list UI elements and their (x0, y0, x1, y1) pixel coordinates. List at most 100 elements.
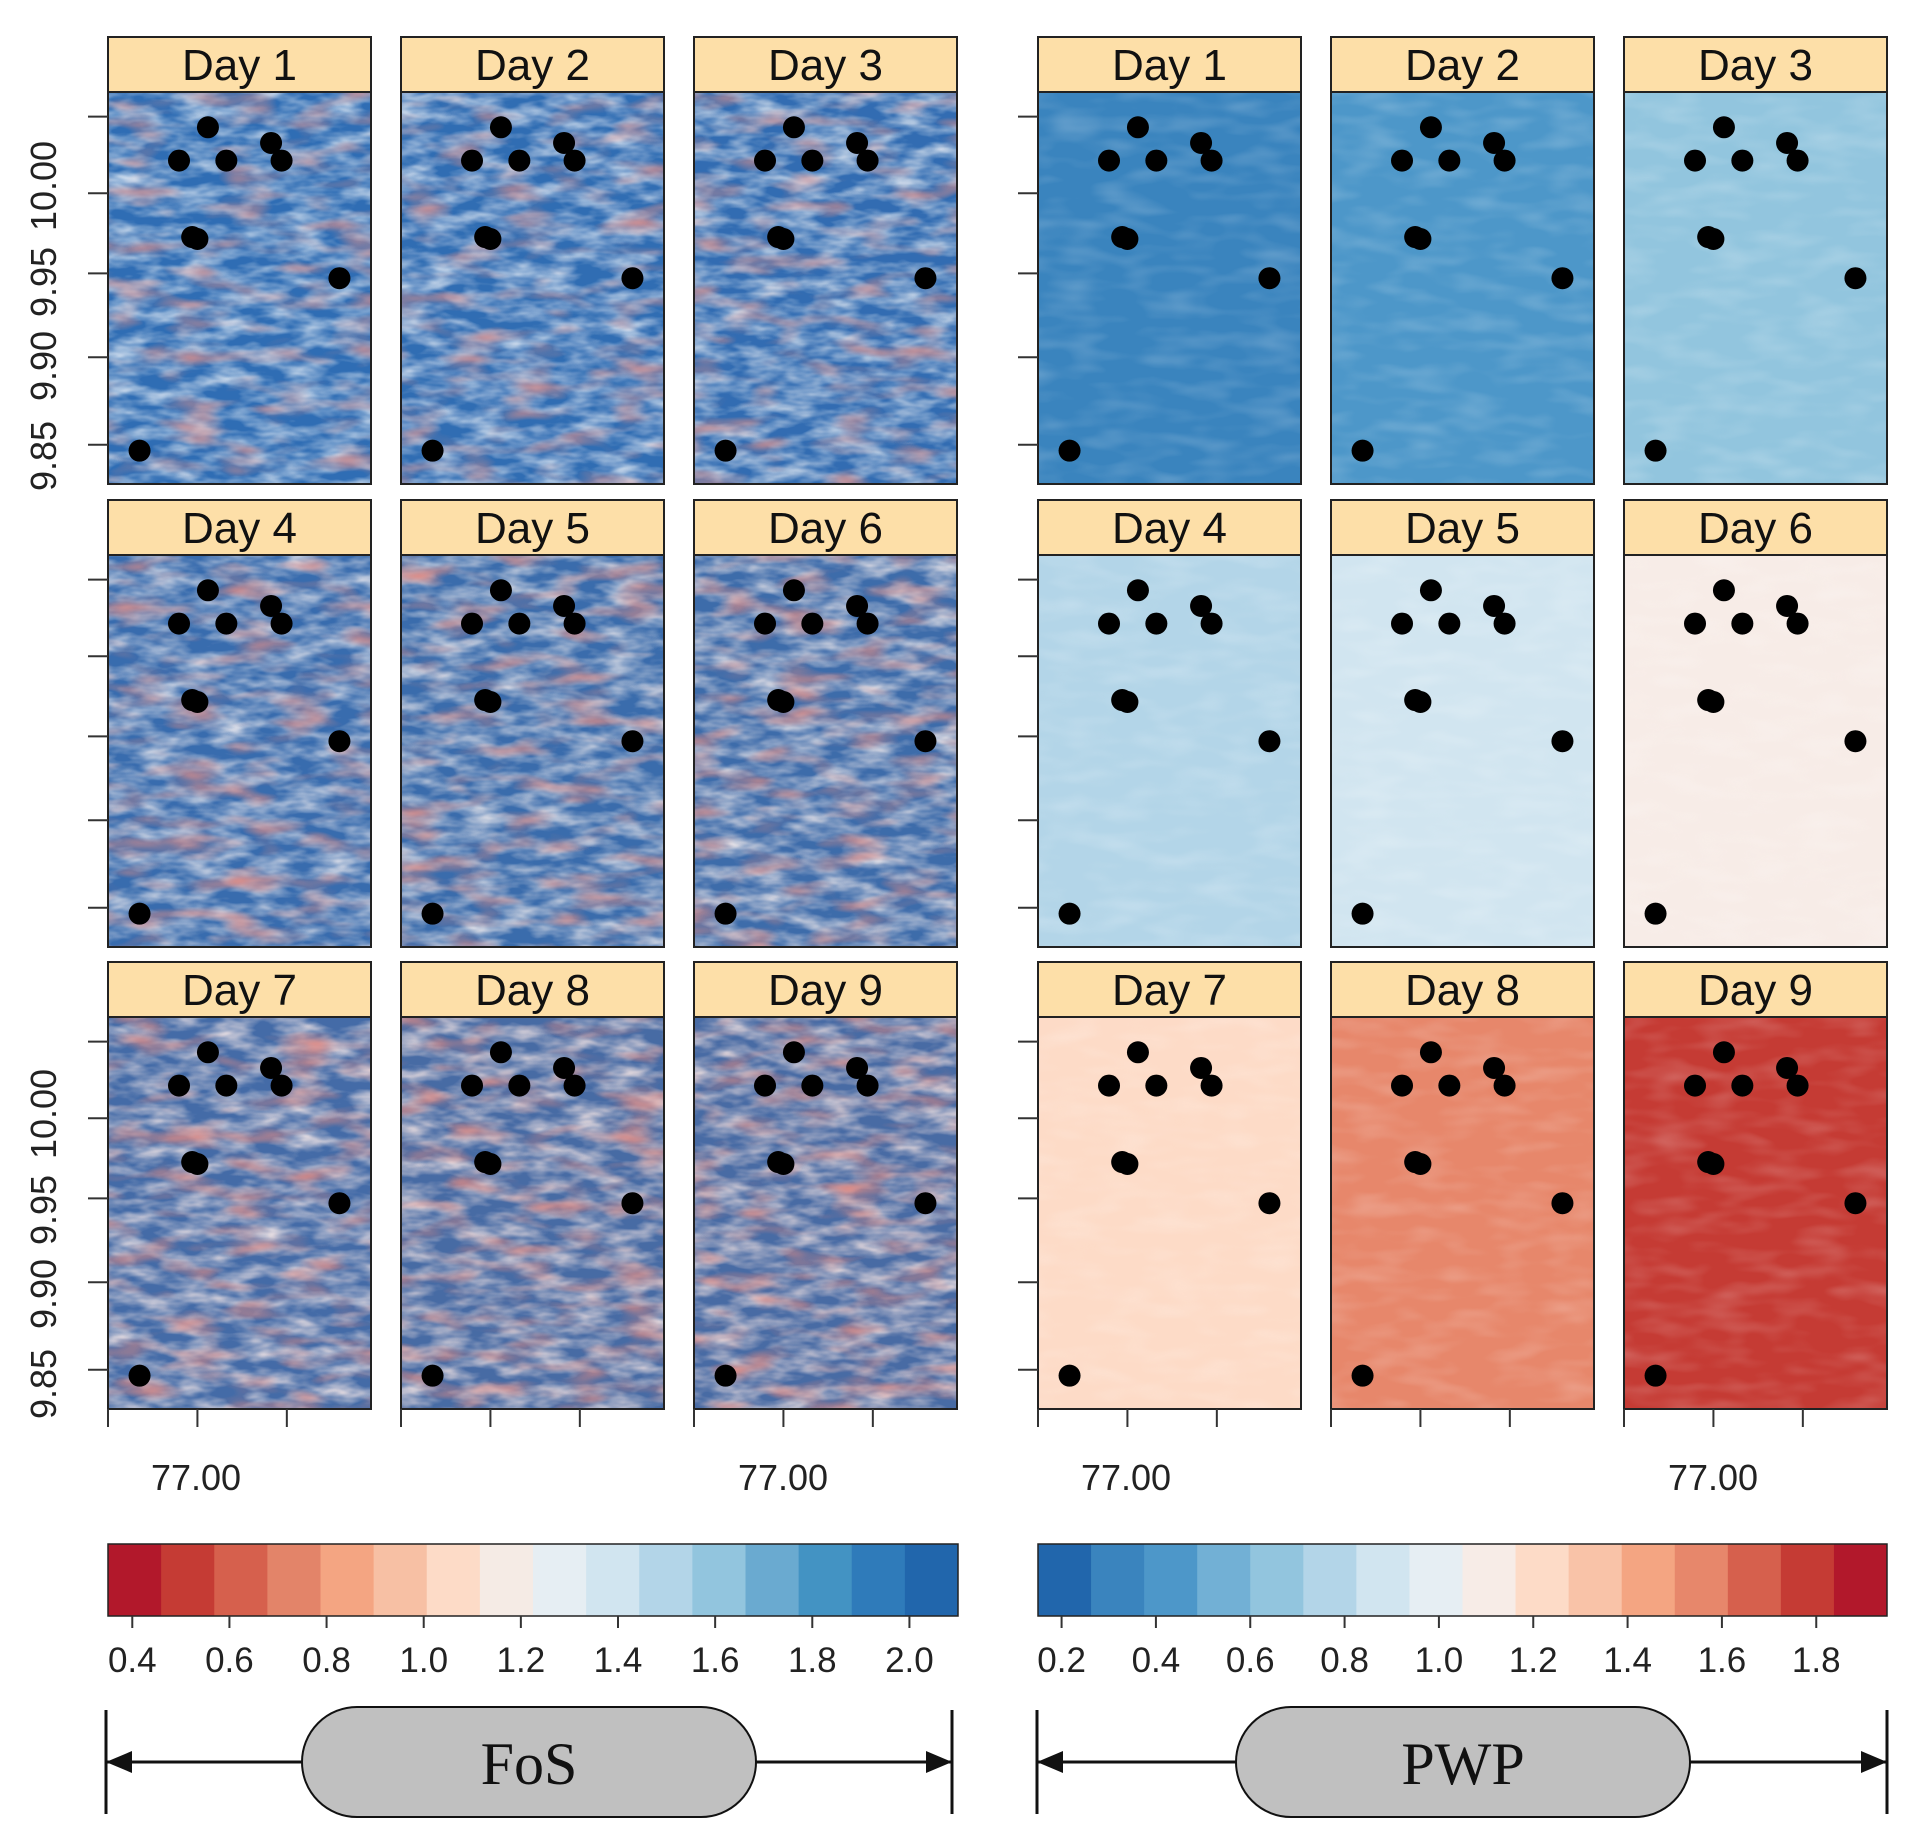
site-marker (1731, 149, 1754, 172)
site-marker (1776, 1056, 1799, 1079)
site-marker (1684, 612, 1707, 635)
panel-map-frame (693, 91, 958, 485)
site-marker (215, 1074, 238, 1097)
site-marker (801, 612, 824, 635)
colorbar-frame (107, 1543, 959, 1617)
site-marker (1419, 116, 1442, 139)
site-marker (1644, 439, 1667, 462)
panel-strip (1330, 961, 1595, 1018)
colorbar-swatch (639, 1544, 693, 1616)
site-marker (1058, 902, 1081, 925)
panel-pwp-1: Day 1 (1018, 36, 1302, 485)
y-tick-label: 10.00 (23, 141, 64, 231)
y-tick-label: 10.00 (23, 1069, 64, 1159)
site-marker (1776, 594, 1799, 617)
site-marker (856, 612, 879, 635)
panel-strip (107, 499, 372, 556)
panel-map-texture (1624, 555, 1887, 947)
site-marker (772, 1153, 795, 1175)
colorbar-tick-label: 1.8 (1792, 1641, 1841, 1680)
panel-map-frame (107, 1016, 372, 1410)
panel-map-frame (1330, 554, 1595, 948)
site-marker (772, 228, 795, 250)
site-marker (461, 612, 484, 635)
colorbar-swatch (798, 1544, 853, 1616)
panel-map-texture (694, 555, 957, 947)
panel-map-red-overlay (401, 92, 664, 484)
colorbar-swatch (533, 1544, 587, 1616)
site-marker (1098, 1074, 1121, 1097)
fos-banner-label: FoS (481, 1731, 578, 1797)
colorbar-tick-label: 1.6 (1698, 1641, 1747, 1680)
fos-colorbar: 0.4 0.6 0.8 1.0 1.2 1.4 1.6 1.8 2.0 (107, 1543, 959, 1680)
panel-map-texture (1331, 92, 1594, 484)
site-marker (168, 149, 191, 172)
site-marker (1438, 1074, 1461, 1097)
site-marker (1844, 1192, 1867, 1215)
site-marker (782, 116, 805, 139)
panel-map-frame (1330, 91, 1595, 485)
colorbar-tick-label: 0.4 (108, 1641, 157, 1680)
site-marker (1391, 1074, 1414, 1097)
pwp-arrowhead-left (1037, 1751, 1063, 1773)
site-marker (1644, 1364, 1667, 1387)
site-marker (621, 1192, 644, 1215)
site-marker (128, 439, 151, 462)
site-marker (553, 594, 576, 617)
panel-pwp-6: Day 6 (1623, 499, 1888, 948)
fos-arrowhead-left (106, 1751, 132, 1773)
colorbar-swatch (904, 1544, 959, 1616)
panel-map-frame (1037, 91, 1302, 485)
colorbar-swatch (161, 1544, 215, 1616)
site-marker (1786, 612, 1809, 635)
site-marker (461, 1074, 484, 1097)
panel-pwp-4: Day 4 (1018, 499, 1302, 948)
panel-map-frame (1037, 1016, 1302, 1410)
panel-pwp-8: Day 8 (1330, 961, 1595, 1427)
panel-strip-label: Day 6 (1698, 504, 1813, 553)
site-marker (1644, 902, 1667, 925)
panel-fos-6: Day 6 (693, 499, 958, 948)
site-marker (479, 1153, 502, 1175)
panel-map-texture (1331, 1017, 1594, 1409)
site-marker (1419, 579, 1442, 602)
site-marker (1551, 730, 1574, 753)
site-marker (128, 902, 151, 925)
colorbar-swatch (373, 1544, 428, 1616)
colorbar-tick-label: 1.4 (594, 1641, 643, 1680)
site-marker (754, 1074, 777, 1097)
site-marker (1409, 691, 1432, 713)
pwp-arrowhead-right (1861, 1751, 1887, 1773)
site-marker (714, 902, 737, 925)
y-tick-label: 9.95 (23, 247, 64, 317)
site-marker (846, 594, 869, 617)
x-axis-labels: 77.00 77.00 77.00 77.00 (151, 1457, 1758, 1498)
panel-map-texture (1624, 92, 1887, 484)
colorbar-tick-label: 1.0 (1415, 1641, 1464, 1680)
site-marker (1786, 1074, 1809, 1097)
panel-strip-label: Day 5 (1405, 504, 1520, 553)
panel-strip (1037, 499, 1302, 556)
panel-fos-5: Day 5 (400, 499, 665, 948)
site-marker (1684, 149, 1707, 172)
y-tick-label: 9.90 (23, 331, 64, 401)
panel-strip-label: Day 5 (475, 504, 590, 553)
site-marker (260, 1056, 283, 1079)
colorbar-swatch (692, 1544, 746, 1616)
panel-map-red-overlay (694, 1017, 957, 1409)
colorbar-swatch (1462, 1544, 1517, 1616)
panel-strip-label: Day 2 (1405, 41, 1520, 90)
colorbar-swatch (1144, 1544, 1198, 1616)
site-marker (1116, 228, 1139, 250)
panel-strip (1623, 499, 1888, 556)
site-marker (553, 1056, 576, 1079)
site-marker (914, 1192, 937, 1215)
site-marker (270, 1074, 293, 1097)
site-marker (186, 691, 209, 713)
panel-map-red-overlay (401, 555, 664, 947)
panel-fos-8: Day 8 (400, 961, 665, 1427)
site-marker (1493, 612, 1516, 635)
site-marker (714, 1364, 737, 1387)
panel-map-red-overlay (108, 1017, 371, 1409)
colorbar-swatch (1515, 1544, 1570, 1616)
